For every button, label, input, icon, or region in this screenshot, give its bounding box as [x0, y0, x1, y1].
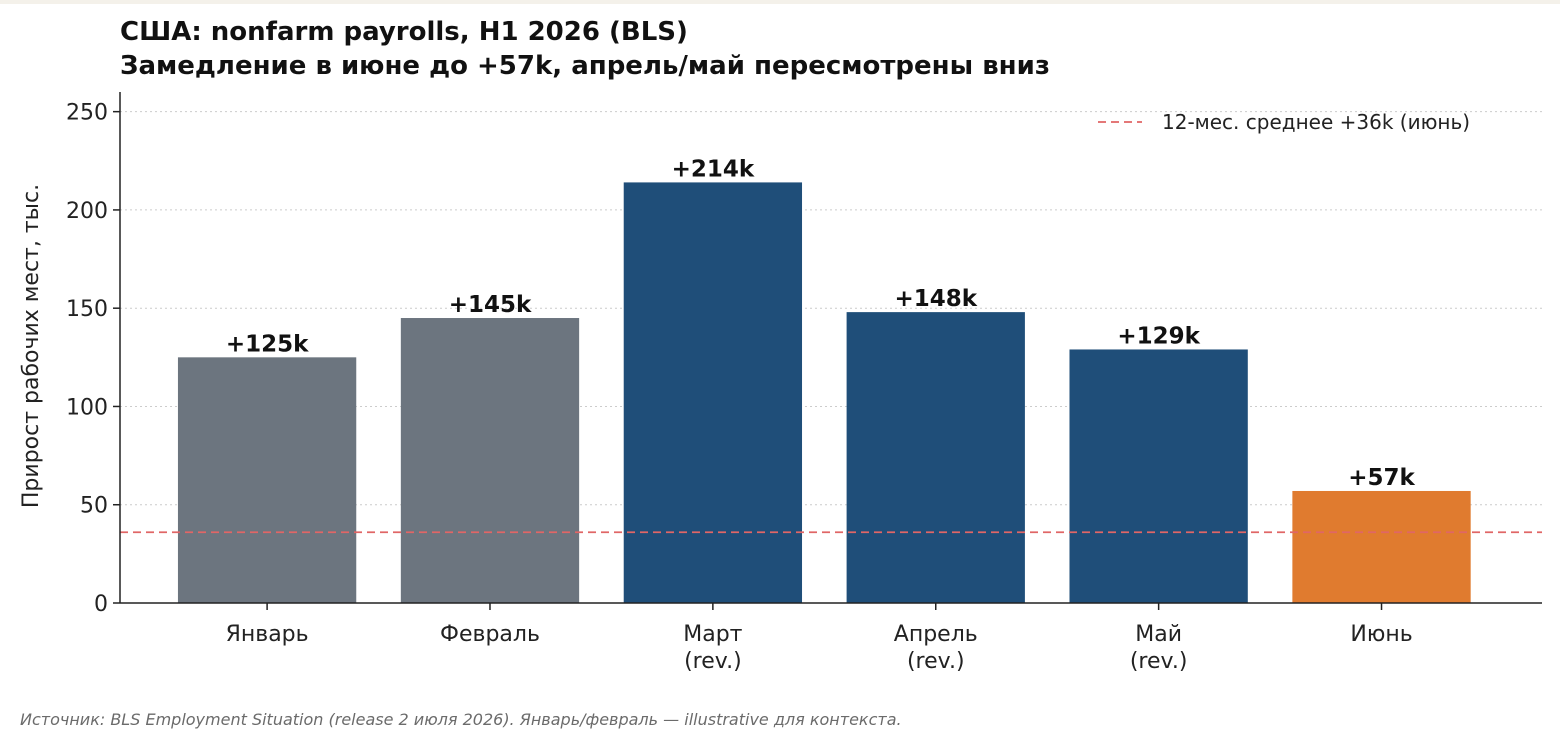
- x-tick-label: Апрель (rev.): [894, 622, 978, 674]
- y-tick-label: 100: [66, 395, 108, 420]
- axes: [113, 92, 1542, 610]
- y-tick-label: 250: [66, 101, 108, 126]
- y-tick-labels: 0 50 100 150 200 250: [66, 101, 108, 617]
- y-axis-label: Прирост рабочих мест, тыс.: [19, 184, 44, 508]
- data-label: +57k: [1348, 465, 1415, 491]
- bar: [623, 182, 803, 603]
- legend: 12-мес. среднее +36k (июнь): [1098, 110, 1470, 134]
- y-tick-label: 200: [66, 199, 108, 224]
- data-labels: +125k +145k +214k +148k +129k +57k: [226, 156, 1416, 491]
- x-tick-line: Апрель: [894, 622, 978, 647]
- bars: [177, 182, 1471, 603]
- x-tick-line: Март: [683, 622, 742, 647]
- chart-subtitle: Замедление в июне до +57k, апрель/май пе…: [120, 51, 1050, 81]
- source-note: Источник: BLS Employment Situation (rele…: [20, 710, 902, 729]
- data-label: +125k: [226, 331, 309, 357]
- legend-label: 12-мес. среднее +36k (июнь): [1162, 110, 1470, 134]
- x-tick-label: Май (rev.): [1130, 622, 1188, 674]
- chart-title: США: nonfarm payrolls, H1 2026 (BLS): [120, 17, 688, 47]
- y-tick-label: 50: [80, 494, 108, 519]
- data-label: +145k: [449, 292, 532, 318]
- bar: [400, 318, 580, 603]
- x-tick-line: Июнь: [1350, 622, 1412, 647]
- top-border: [0, 0, 1560, 4]
- x-tick-line: Май: [1135, 622, 1182, 647]
- x-tick-line: Февраль: [440, 622, 540, 647]
- x-tick-line: (rev.): [684, 649, 742, 674]
- x-tick-labels: Январь Февраль Март (rev.)Апрель (rev.)Май (r…: [226, 622, 1413, 674]
- x-tick-label: Март (rev.): [683, 622, 742, 674]
- grid-lines: [120, 111, 1542, 506]
- x-tick-line: (rev.): [1130, 649, 1188, 674]
- bar: [846, 312, 1025, 603]
- x-tick-line: (rev.): [907, 649, 965, 674]
- bar: [1292, 490, 1471, 603]
- y-tick-label: 150: [66, 297, 108, 322]
- data-label: +214k: [672, 156, 755, 182]
- data-label: +148k: [894, 286, 977, 312]
- data-label: +129k: [1117, 323, 1200, 349]
- x-tick-label: Январь: [226, 622, 309, 647]
- x-tick-label: Июнь: [1350, 622, 1412, 647]
- bar: [1069, 349, 1248, 603]
- bar: [177, 357, 357, 603]
- x-tick-label: Февраль: [440, 622, 540, 647]
- x-tick-line: Январь: [226, 622, 309, 647]
- y-tick-label: 0: [94, 592, 108, 617]
